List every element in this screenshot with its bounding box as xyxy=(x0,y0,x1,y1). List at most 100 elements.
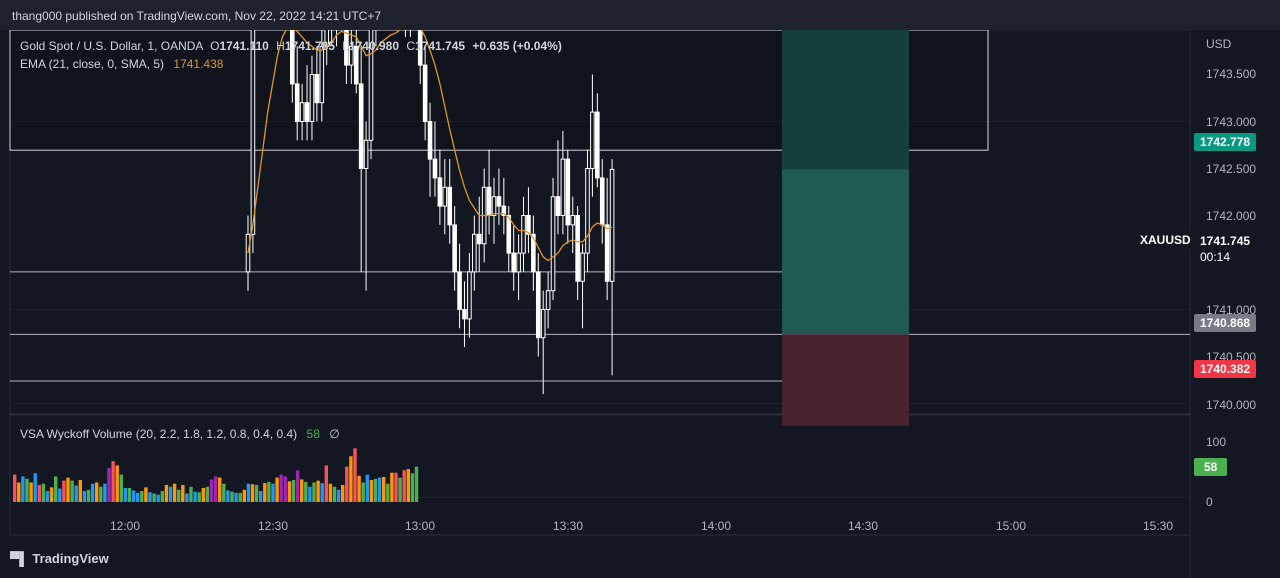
volume-bar xyxy=(218,477,222,502)
volume-bar xyxy=(54,476,58,502)
candle-body xyxy=(521,215,526,254)
candle-body xyxy=(363,139,369,170)
volume-bar xyxy=(177,489,181,502)
tradingview-logo[interactable]: ▀▌ TradingView xyxy=(10,551,109,566)
current-price-tag: 1741.745 00:14 xyxy=(1194,231,1257,267)
volume-bar xyxy=(365,474,369,502)
volume-bar xyxy=(156,494,160,502)
volume-bar xyxy=(382,476,386,502)
candle-body xyxy=(422,64,428,122)
candle-body xyxy=(442,186,448,207)
candle-body xyxy=(452,224,457,273)
volume-bar xyxy=(17,482,21,502)
time-tick-1430: 14:30 xyxy=(848,519,879,533)
open-label: O xyxy=(210,39,220,53)
candle-body xyxy=(457,271,462,310)
volume-bar xyxy=(49,487,54,502)
vsa-value: 58 xyxy=(306,427,320,441)
candle-body xyxy=(447,186,453,226)
candle-body xyxy=(250,30,256,235)
candle-body xyxy=(511,252,516,273)
volume-bar xyxy=(238,492,242,502)
volume-bar xyxy=(291,480,296,502)
candle-body xyxy=(437,177,443,207)
volume-bar xyxy=(140,491,144,502)
volume-bar xyxy=(25,478,29,502)
ema-legend[interactable]: EMA (21, close, 0, SMA, 5) 1741.438 xyxy=(20,57,223,71)
candle-body xyxy=(555,196,561,216)
change-value: +0.635 (+0.04%) xyxy=(472,39,562,53)
volume-bar xyxy=(361,482,365,502)
volume-bar xyxy=(414,466,419,502)
candle-body xyxy=(417,30,423,66)
volume-bar xyxy=(66,477,70,502)
candle-body xyxy=(531,233,536,273)
volume-bar xyxy=(353,448,357,502)
volume-bar xyxy=(222,483,226,502)
symbol-tag: XAUUSD xyxy=(1134,231,1197,249)
volume-bar xyxy=(369,480,374,502)
ema-title: EMA (21, close, 0, SMA, 5) xyxy=(20,57,165,71)
volume-bar xyxy=(136,492,140,502)
candle-body xyxy=(349,45,354,66)
volume-tick-0: 0 xyxy=(1206,495,1213,509)
publisher-header: thang000 published on TradingView.com, N… xyxy=(0,0,1280,30)
volume-bar xyxy=(21,476,25,502)
volume-bar xyxy=(209,479,214,502)
volume-bar xyxy=(148,492,152,502)
time-tick-1500: 15:00 xyxy=(996,519,1027,533)
volume-bar xyxy=(160,491,164,502)
volume-bar xyxy=(193,491,197,502)
candle-body xyxy=(609,168,615,282)
volume-bar xyxy=(304,481,308,502)
chart-canvas[interactable] xyxy=(0,30,1280,578)
price-tick-3: 1742.500 xyxy=(1206,162,1257,176)
vsa-legend[interactable]: VSA Wyckoff Volume (20, 2.2, 1.8, 1.2, 0… xyxy=(20,427,340,441)
volume-bar xyxy=(259,491,263,502)
candle-body xyxy=(491,196,497,216)
volume-bar xyxy=(283,476,287,502)
volume-bar xyxy=(402,470,406,502)
volume-bar xyxy=(123,487,128,502)
candle-body xyxy=(304,102,310,122)
currency-label: USD xyxy=(1206,37,1232,51)
candle-body xyxy=(604,224,610,282)
volume-bar xyxy=(410,473,415,502)
candle-body xyxy=(501,205,507,217)
volume-bar xyxy=(373,478,378,502)
candle-body xyxy=(535,271,541,339)
volume-bar xyxy=(349,456,353,502)
target-zone xyxy=(782,169,909,335)
volume-bar xyxy=(324,465,328,502)
tradingview-icon: ▀▌ xyxy=(10,551,29,566)
candle-body xyxy=(590,111,595,169)
time-tick-1200: 12:00 xyxy=(110,519,141,533)
volume-bar xyxy=(336,489,341,502)
volume-bar xyxy=(90,483,95,502)
candle-body xyxy=(319,45,325,104)
time-tick-1230: 12:30 xyxy=(258,519,289,533)
symbol-legend[interactable]: Gold Spot / U.S. Dollar, 1, OANDA O1741.… xyxy=(20,39,562,53)
candle-body xyxy=(467,271,472,320)
time-tick-1300: 13:00 xyxy=(405,519,436,533)
candle-body xyxy=(560,158,566,217)
volume-bar xyxy=(271,483,275,502)
volume-bar xyxy=(300,479,304,502)
target-price-tag: 1742.778 xyxy=(1194,133,1257,151)
volume-bar xyxy=(254,484,259,502)
volume-bar xyxy=(287,481,292,502)
candle-body xyxy=(585,168,590,254)
volume-bar xyxy=(181,484,185,502)
candle-body xyxy=(595,111,600,179)
volume-bar xyxy=(37,484,41,502)
close-value: 1741.745 xyxy=(415,39,466,53)
volume-bar xyxy=(341,484,345,502)
target-zone-upper xyxy=(782,30,909,170)
candle-body xyxy=(368,30,374,141)
volume-bar xyxy=(234,492,238,502)
price-tick-7: 1740.000 xyxy=(1206,398,1257,412)
ema-line xyxy=(247,30,613,262)
stop-zone xyxy=(782,334,909,426)
volume-bar xyxy=(394,472,398,502)
candle-body xyxy=(289,30,295,85)
